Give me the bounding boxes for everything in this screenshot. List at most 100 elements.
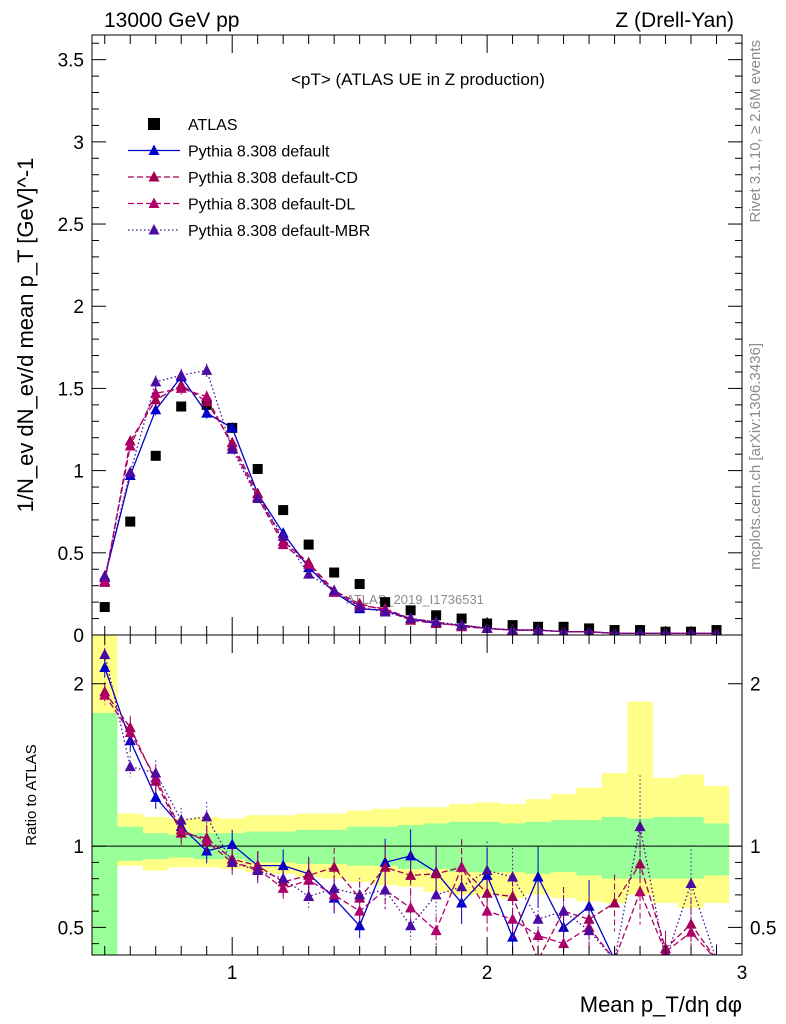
ratio-point [99, 648, 111, 659]
legend-item: ATLAS [148, 117, 238, 134]
ratio-point [405, 919, 417, 931]
plot-title: <pT> (ATLAS UE in Z production) [291, 70, 545, 89]
ratio-y-tick-label: 1 [73, 837, 84, 858]
legend-item: Pythia 8.308 default-MBR [128, 223, 370, 240]
legend-label: Pythia 8.308 default-MBR [188, 223, 370, 240]
ratio-point [277, 882, 289, 893]
watermark: ATLAS_2019_I1736531 [346, 592, 484, 607]
series-point [150, 403, 162, 415]
y-tick-label: 3.5 [58, 51, 84, 72]
ratio-point [685, 926, 697, 937]
ratio-point [303, 874, 315, 885]
legend-label: Pythia 8.308 default [188, 144, 330, 161]
ratio-point [201, 835, 213, 846]
ratio-frame [91, 634, 743, 956]
atlas-point [456, 613, 467, 624]
legend-item: Pythia 8.308 default [128, 144, 330, 161]
ratio-y-tick-label: 0.5 [58, 918, 84, 939]
legend-item: Pythia 8.308 default-CD [128, 170, 358, 187]
ratio-point [583, 924, 595, 936]
ratio-point [99, 689, 111, 700]
atlas-point [354, 579, 365, 590]
series-point [303, 568, 315, 579]
legend-label: Pythia 8.308 default-CD [188, 170, 358, 187]
ratio-point [507, 890, 519, 902]
ratio-point [558, 937, 570, 949]
series-point [99, 569, 111, 581]
y-tick-label: 0 [73, 626, 84, 647]
ratio-point [634, 885, 646, 897]
series-point [124, 439, 136, 451]
ratio-point [405, 901, 417, 913]
series-point [405, 612, 417, 624]
ratio-point [175, 814, 187, 825]
ratio-point [328, 888, 340, 900]
band-inner [678, 816, 704, 879]
ratio-series-3 [99, 643, 718, 955]
band-inner [117, 826, 143, 861]
atlas-point [176, 401, 187, 412]
y-tick-label: 3 [73, 133, 84, 154]
series-point [379, 605, 391, 617]
ratio-point [379, 884, 391, 895]
band-inner [92, 712, 118, 955]
series-point [201, 390, 213, 402]
legend-marker [148, 144, 160, 155]
ratio-point [481, 905, 493, 916]
ratio-point [277, 872, 289, 884]
series-point [124, 466, 136, 477]
ratio-y-tick-label: 2 [73, 675, 84, 696]
band-inner [601, 816, 628, 879]
ratio-bands [92, 635, 742, 955]
header-left: 13000 GeV pp [104, 9, 239, 32]
x-tick-label: 1 [227, 963, 238, 984]
series-point [252, 492, 264, 504]
ratio-point [328, 861, 340, 872]
legend-marker [148, 118, 160, 130]
ratio-point [124, 726, 136, 737]
series-point [175, 382, 187, 393]
series-point [175, 369, 187, 380]
x-tick-label: 3 [737, 963, 748, 984]
ratio-point [481, 864, 493, 876]
series-point [277, 538, 289, 550]
legend-marker [148, 171, 160, 182]
series-point [430, 615, 442, 627]
series-point [150, 387, 162, 398]
ratio-point [456, 880, 468, 892]
ratio-point [558, 905, 570, 916]
ratio-point [226, 838, 238, 850]
ratio-point [532, 913, 544, 924]
band-inner [703, 823, 730, 876]
atlas-point [150, 450, 161, 461]
atlas-point [431, 610, 442, 621]
ratio-point [430, 888, 442, 900]
ratio-point [150, 767, 162, 778]
mcplots-label: mcplots.cern.ch [arXiv:1306.3436] [747, 343, 764, 570]
x-axis-label: Mean p_T/dη dφ [580, 992, 742, 1017]
legend-marker [148, 224, 160, 235]
ratio-point [328, 882, 340, 893]
atlas-point [405, 605, 416, 616]
ratio-point [456, 861, 468, 872]
legend-label: Pythia 8.308 default-DL [188, 197, 355, 214]
atlas-point [329, 567, 340, 578]
atlas-point [303, 539, 314, 550]
ratio-point [430, 924, 442, 936]
series-point [303, 558, 315, 569]
ratio-point [685, 877, 697, 889]
ratio-point [226, 856, 238, 867]
ratio-series-layer [99, 643, 718, 955]
ratio-point [354, 888, 366, 900]
y-tick-label: 2.5 [58, 215, 84, 236]
ratio-point [252, 864, 264, 876]
series-point [201, 407, 213, 418]
y-tick-label: 1.5 [58, 379, 84, 400]
y-tick-label: 2 [73, 297, 84, 318]
y-tick-label: 1 [73, 462, 84, 483]
legend-label: ATLAS [188, 117, 238, 134]
series-point [354, 601, 366, 612]
y-axis-label-ratio: Ratio to ATLAS [23, 744, 40, 845]
ratio-axes: 0.5 0.5 1 1 2 2 1 2 3 [58, 634, 776, 984]
